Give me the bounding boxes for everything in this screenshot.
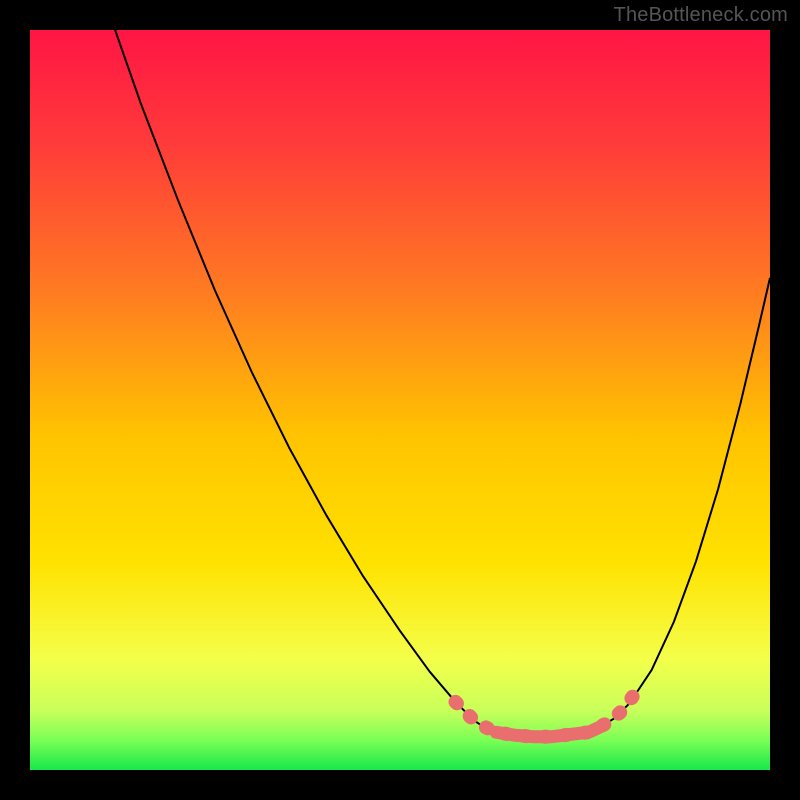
bottleneck-chart <box>0 0 800 800</box>
plot-background <box>30 30 770 770</box>
watermark-text: TheBottleneck.com <box>614 4 788 27</box>
stage: TheBottleneck.com <box>0 0 800 800</box>
